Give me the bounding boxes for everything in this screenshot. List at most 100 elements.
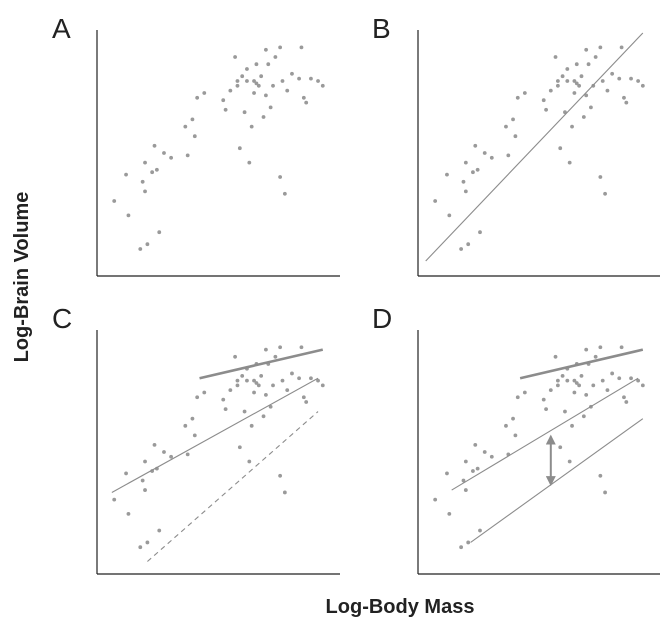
panel-a: A [52,13,340,277]
data-point [247,160,252,165]
data-point [316,79,320,83]
panel-letter: C [52,303,72,334]
data-point [473,442,478,447]
data-point [459,247,464,251]
data-point [143,189,147,194]
data-point [290,71,294,76]
data-point [192,433,197,438]
data-point [560,74,565,79]
data-point [459,545,464,550]
data-point [280,79,285,83]
data-point [237,146,242,151]
data-point [548,388,553,393]
data-point [511,416,515,421]
data-point [555,383,560,388]
data-point [221,397,226,402]
data-point [299,345,304,350]
panel-b: B [372,13,660,277]
data-point [515,95,520,100]
data-point [309,376,313,381]
data-point [143,160,147,165]
data-point [475,466,480,471]
data-point [138,247,143,251]
data-point [541,397,546,402]
data-point [593,354,598,359]
data-point [264,93,268,98]
data-point [285,88,290,93]
data-point [629,76,633,81]
data-point [560,373,565,378]
data-point [256,383,261,388]
data-point [126,213,131,218]
data-point [145,540,150,545]
data-point [622,395,626,400]
data-point [183,423,188,428]
data-point [591,383,596,388]
data-point [544,107,548,112]
data-point [598,345,603,350]
data-point [301,95,306,100]
data-point [605,388,610,393]
data-point [555,79,560,83]
data-point [506,153,511,158]
data-point [202,390,207,395]
data-point [259,74,264,79]
data-point [273,55,278,59]
data-point [572,79,577,83]
data-point [124,172,128,177]
data-point [228,388,233,393]
data-point [320,383,325,388]
data-point [553,55,558,59]
data-point [316,378,320,383]
data-point [617,76,622,81]
data-point [471,170,475,175]
panels-group: A B C D [52,13,660,575]
data-point [264,47,268,52]
data-point [185,153,190,158]
data-point [145,242,150,247]
data-point [143,488,147,492]
regression-line [470,418,644,543]
dashed-regression-line [147,411,319,562]
data-point [522,390,527,395]
data-point [558,146,563,151]
data-point [221,98,226,103]
data-point [471,469,475,473]
data-point [280,378,285,383]
panel-letter: D [372,303,392,334]
data-point [572,378,577,383]
data-point [565,79,570,83]
data-point [482,450,487,454]
data-point [192,134,197,139]
data-point [264,392,268,397]
data-point [152,442,157,447]
data-point [640,83,645,88]
data-point [563,409,567,414]
data-point [558,445,563,450]
data-point [600,378,605,383]
data-point [143,459,147,464]
data-point [278,175,283,179]
data-point [466,242,471,247]
data-point [482,151,487,155]
data-point [577,83,582,88]
data-point [513,134,518,139]
data-point [202,91,207,95]
data-point [610,71,615,76]
data-point [223,407,228,412]
data-point [478,528,482,533]
data-point [574,381,579,385]
data-point [511,117,515,122]
data-point [266,62,271,67]
y-axis-title: Log-Brain Volume [11,192,33,363]
data-point [235,83,240,88]
data-point [245,378,249,383]
data-point [297,76,301,81]
data-point [515,395,520,400]
data-point [565,378,570,383]
data-point [574,81,579,86]
data-point [254,381,259,385]
data-point [256,83,261,88]
data-point [185,452,190,457]
